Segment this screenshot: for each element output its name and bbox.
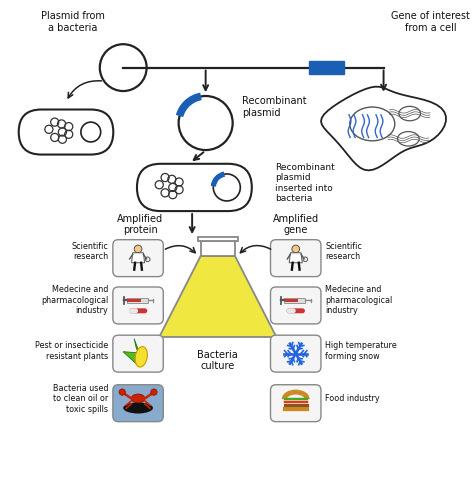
FancyBboxPatch shape <box>113 335 164 372</box>
Text: Plasmid from
a bacteria: Plasmid from a bacteria <box>41 11 105 33</box>
FancyBboxPatch shape <box>271 287 321 324</box>
FancyBboxPatch shape <box>129 308 147 313</box>
FancyBboxPatch shape <box>271 385 321 422</box>
Bar <box>309 61 345 74</box>
Text: Recombinant
plasmid
inserted into
bacteria: Recombinant plasmid inserted into bacter… <box>275 163 335 203</box>
FancyBboxPatch shape <box>18 110 113 155</box>
Circle shape <box>151 389 157 395</box>
Text: Pest or insecticide
resistant plants: Pest or insecticide resistant plants <box>35 341 109 361</box>
Polygon shape <box>289 253 302 263</box>
Text: Food industry: Food industry <box>326 394 380 403</box>
FancyBboxPatch shape <box>113 385 164 422</box>
Bar <box>201 242 235 256</box>
Circle shape <box>292 245 300 253</box>
FancyBboxPatch shape <box>271 240 321 277</box>
Ellipse shape <box>135 347 147 367</box>
Text: Bacteria used
to clean oil or
toxic spills: Bacteria used to clean oil or toxic spil… <box>53 384 109 413</box>
Circle shape <box>134 245 142 253</box>
Text: Bacteria
culture: Bacteria culture <box>198 350 238 371</box>
Text: Amplified
protein: Amplified protein <box>117 213 164 235</box>
Polygon shape <box>159 256 276 337</box>
Bar <box>284 298 305 303</box>
Text: Recombinant
plasmid: Recombinant plasmid <box>242 96 306 118</box>
Polygon shape <box>321 86 446 170</box>
Polygon shape <box>132 253 145 263</box>
Ellipse shape <box>297 390 299 391</box>
Text: Medecine and
pharmacological
industry: Medecine and pharmacological industry <box>326 285 392 315</box>
FancyBboxPatch shape <box>113 287 164 324</box>
FancyBboxPatch shape <box>137 164 252 211</box>
FancyBboxPatch shape <box>129 308 138 313</box>
Bar <box>128 299 141 302</box>
Text: Scientific
research: Scientific research <box>72 242 109 261</box>
Bar <box>127 298 147 303</box>
FancyBboxPatch shape <box>271 335 321 372</box>
Polygon shape <box>123 352 138 365</box>
Ellipse shape <box>123 403 153 413</box>
Circle shape <box>294 352 298 356</box>
Text: Scientific
research: Scientific research <box>326 242 362 261</box>
Ellipse shape <box>131 394 145 403</box>
FancyBboxPatch shape <box>287 308 305 313</box>
Text: Gene of interest
from a cell: Gene of interest from a cell <box>392 11 470 33</box>
Ellipse shape <box>291 392 292 393</box>
Bar <box>285 299 299 302</box>
Circle shape <box>119 389 126 395</box>
Text: Medecine and
pharmacological
industry: Medecine and pharmacological industry <box>41 285 109 315</box>
FancyBboxPatch shape <box>287 308 296 313</box>
Text: Amplified
gene: Amplified gene <box>273 213 319 235</box>
Text: High temperature
forming snow: High temperature forming snow <box>326 341 397 361</box>
Polygon shape <box>134 338 140 354</box>
Ellipse shape <box>302 394 304 395</box>
FancyBboxPatch shape <box>113 240 164 277</box>
Bar <box>198 237 238 242</box>
